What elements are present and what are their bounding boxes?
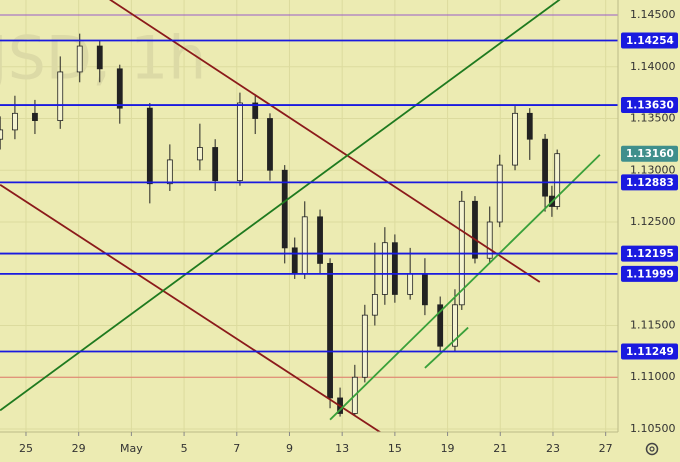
candle-body xyxy=(472,200,478,259)
candle-body xyxy=(281,169,288,249)
level-label: 1.12195 xyxy=(626,248,674,260)
candle-body xyxy=(391,242,398,295)
candle-body xyxy=(327,263,333,399)
candle-body xyxy=(12,112,18,131)
candle-body xyxy=(96,45,103,70)
candle-body xyxy=(371,294,378,316)
level-label-box xyxy=(621,174,678,191)
candle-body xyxy=(196,147,203,161)
candle-body xyxy=(146,107,153,185)
y-tick-label: 1.14500 xyxy=(630,8,676,21)
candle-body xyxy=(252,102,259,119)
x-tick-label: May xyxy=(120,442,143,455)
x-tick-label: 7 xyxy=(233,442,240,455)
level-label-box xyxy=(621,32,678,49)
y-tick-label: 1.13500 xyxy=(630,112,676,125)
y-tick-label: 1.10500 xyxy=(630,422,676,435)
candle-body xyxy=(381,242,388,295)
candle-body xyxy=(267,118,273,171)
candle-body xyxy=(526,112,533,140)
y-tick-label: 1.11500 xyxy=(630,319,676,332)
x-tick-label: 23 xyxy=(546,442,560,455)
candle-body xyxy=(212,147,219,182)
settings-icon[interactable] xyxy=(645,442,659,456)
candle-body xyxy=(317,216,323,264)
level-label: 1.13630 xyxy=(626,100,674,112)
candle-body xyxy=(32,112,38,121)
candle-body xyxy=(486,221,493,259)
trend-line xyxy=(329,154,601,421)
candle-body xyxy=(496,164,503,223)
candle-body xyxy=(542,138,548,197)
level-label-box xyxy=(621,97,678,114)
x-tick-label: 13 xyxy=(335,442,349,455)
x-tick-label: 9 xyxy=(286,442,293,455)
candle-body xyxy=(301,216,308,275)
last-price-box xyxy=(621,145,678,162)
level-label: 1.11999 xyxy=(626,268,674,280)
level-label: 1.12883 xyxy=(626,177,674,189)
trend-line xyxy=(0,183,382,432)
trend-line xyxy=(424,326,469,369)
gear-ring xyxy=(645,442,659,456)
x-tick-label: 25 xyxy=(19,442,33,455)
level-label: 1.11249 xyxy=(626,346,674,358)
candle-body xyxy=(57,71,64,121)
y-tick-label: 1.13000 xyxy=(630,163,676,176)
level-label: 1.14254 xyxy=(626,35,674,47)
candle-body xyxy=(554,153,561,207)
watermark: JSD, 1h xyxy=(0,24,206,94)
trend-line xyxy=(109,0,541,283)
level-label-box xyxy=(621,265,678,282)
candle-body xyxy=(237,102,243,182)
x-tick-label: 27 xyxy=(599,442,613,455)
candle-body xyxy=(76,45,83,73)
x-tick-label: 15 xyxy=(388,442,402,455)
y-tick-label: 1.12500 xyxy=(630,215,676,228)
candle-body xyxy=(422,273,428,306)
candle-body xyxy=(291,247,298,275)
candle-body xyxy=(512,112,518,166)
candle-body xyxy=(116,68,123,109)
candle-body xyxy=(452,304,458,347)
candle-body xyxy=(407,273,414,295)
x-tick-label: 29 xyxy=(72,442,86,455)
candle-body xyxy=(437,304,444,347)
gear-hub xyxy=(649,446,655,452)
y-tick-label: 1.11000 xyxy=(630,370,676,383)
candle-body xyxy=(0,129,4,140)
last-price-label: 1.13160 xyxy=(626,148,674,160)
x-tick-label: 21 xyxy=(493,442,507,455)
x-tick-label: 19 xyxy=(441,442,455,455)
x-tick-label: 5 xyxy=(181,442,188,455)
candle-body xyxy=(361,314,368,378)
level-label-box xyxy=(621,343,678,360)
candle-body xyxy=(166,159,173,185)
level-label-box xyxy=(621,245,678,262)
trend-line xyxy=(0,0,561,412)
y-tick-label: 1.14000 xyxy=(630,60,676,73)
